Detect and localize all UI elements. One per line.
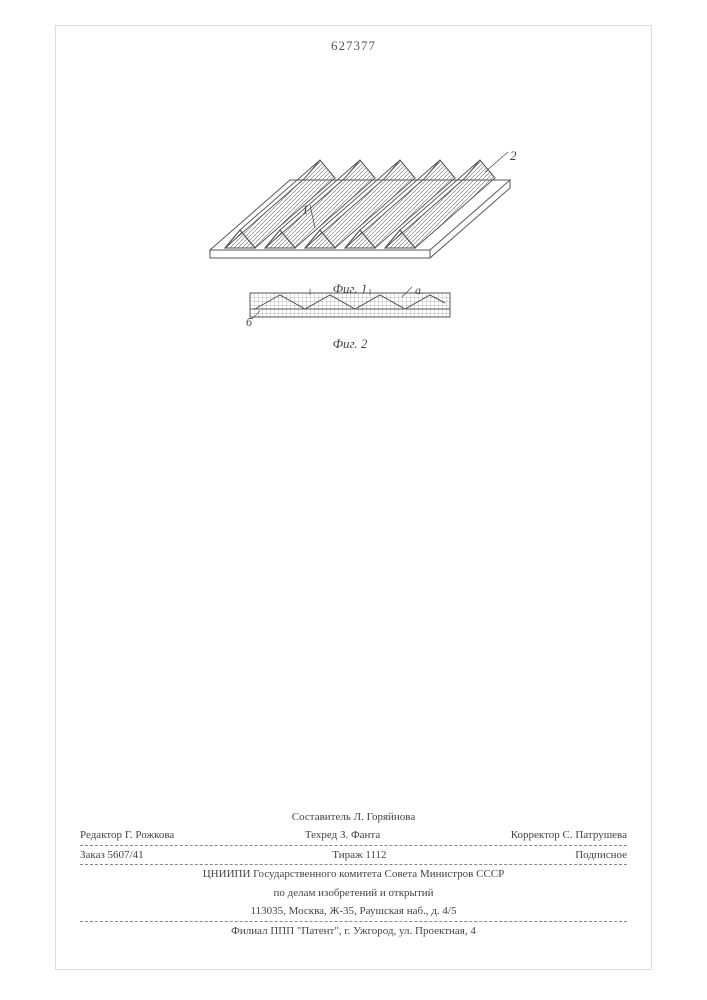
- figure-2: а б Фиг. 2: [230, 285, 470, 352]
- figure-1-label-1: 1: [302, 202, 309, 218]
- figure-2-label-b: б: [246, 315, 252, 330]
- figure-1-label-2: 2: [510, 148, 517, 164]
- publication-footer: Составитель Л. Горяйнова Редактор Г. Рож…: [80, 808, 627, 941]
- figure-2-label-a: а: [415, 283, 421, 298]
- compiler-name: Л. Горяйнова: [354, 811, 416, 823]
- patent-page: 627377: [0, 0, 707, 1000]
- compiler-label: Составитель: [292, 811, 351, 823]
- editor-label: Редактор: [80, 829, 122, 841]
- corrector-name: С. Патрушева: [563, 829, 627, 841]
- branch-line: Филиал ППП "Патент", г. Ужгород, ул. Про…: [80, 922, 627, 941]
- tech-name: З. Фанта: [340, 829, 380, 841]
- podpisnoe: Подписное: [575, 847, 627, 864]
- tech: Техред З. Фанта: [305, 827, 380, 844]
- figure-1-svg: [180, 130, 520, 270]
- editor: Редактор Г. Рожкова: [80, 827, 174, 844]
- patent-number: 627377: [331, 38, 376, 54]
- credits-row: Редактор Г. Рожкова Техред З. Фанта Корр…: [80, 826, 627, 846]
- org-line-1: ЦНИИПИ Государственного комитета Совета …: [80, 865, 627, 884]
- corrector-label: Корректор: [511, 829, 560, 841]
- order: Заказ 5607/41: [80, 847, 144, 864]
- tirage: Тираж 1112: [332, 847, 386, 864]
- address-line: 113035, Москва, Ж-35, Раушская наб., д. …: [80, 902, 627, 922]
- org-line-2: по делам изобретений и открытий: [80, 884, 627, 903]
- tech-label: Техред: [305, 829, 337, 841]
- corrector: Корректор С. Патрушева: [511, 827, 627, 844]
- editor-name: Г. Рожкова: [125, 829, 175, 841]
- figure-1: 1 2 Фиг. 1: [180, 130, 520, 297]
- figure-2-caption: Фиг. 2: [230, 336, 470, 352]
- figure-2-svg: [230, 285, 470, 325]
- compiler-line: Составитель Л. Горяйнова: [80, 808, 627, 827]
- print-row: Заказ 5607/41 Тираж 1112 Подписное: [80, 846, 627, 866]
